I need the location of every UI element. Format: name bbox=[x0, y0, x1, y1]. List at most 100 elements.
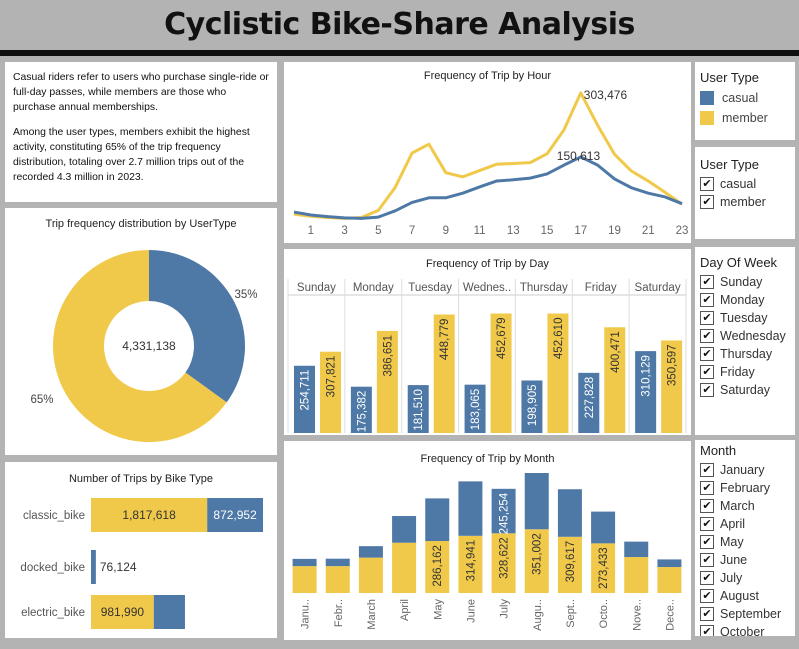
checkbox-checked-icon[interactable]: ✔ bbox=[700, 275, 714, 289]
filter_month-option[interactable]: ✔ May bbox=[700, 533, 795, 551]
day-bar-casual bbox=[294, 365, 315, 433]
legend-item-member[interactable]: member bbox=[700, 108, 795, 128]
bike-category-label: electric_bike bbox=[21, 607, 85, 619]
month-bar-member bbox=[358, 557, 383, 593]
day-bar-casual bbox=[350, 386, 372, 433]
month-bar-member bbox=[657, 567, 682, 593]
hour-peak-label-casual: 150,613 bbox=[557, 149, 601, 163]
filter_month-option[interactable]: ✔ August bbox=[700, 587, 795, 605]
hour-line-member bbox=[293, 91, 683, 220]
filter_day-option-label: Sunday bbox=[720, 275, 763, 289]
bike-category-label: docked_bike bbox=[20, 562, 85, 574]
hour-tick-label: 23 bbox=[676, 225, 689, 237]
checkbox-checked-icon[interactable]: ✔ bbox=[700, 553, 714, 567]
month-filter: Month ✔ January ✔ February ✔ March ✔ April ✔ May ✔… bbox=[695, 440, 795, 636]
dashboard-header: Cyclistic Bike-Share Analysis bbox=[0, 0, 799, 50]
filter_month-option[interactable]: ✔ February bbox=[700, 479, 795, 497]
checkbox-checked-icon[interactable]: ✔ bbox=[700, 571, 714, 585]
checkbox-checked-icon[interactable]: ✔ bbox=[700, 463, 714, 477]
month-bar-member bbox=[458, 535, 483, 593]
checkbox-checked-icon[interactable]: ✔ bbox=[700, 517, 714, 531]
checkbox-checked-icon[interactable]: ✔ bbox=[700, 481, 714, 495]
month-category-label: Janu.. bbox=[300, 599, 312, 629]
filter_day-option[interactable]: ✔ Monday bbox=[700, 291, 795, 309]
month-category-label: April bbox=[399, 599, 411, 621]
month-bar-member bbox=[491, 533, 516, 593]
day-bar-member bbox=[604, 327, 626, 433]
donut-label-casual: 35% bbox=[234, 289, 257, 301]
month-category-label: Dece.. bbox=[664, 599, 676, 631]
filter_user-option-label: member bbox=[720, 195, 766, 209]
checkbox-checked-icon[interactable]: ✔ bbox=[700, 329, 714, 343]
day-value-label-member: 386,651 bbox=[382, 335, 394, 377]
hour-line-casual bbox=[293, 155, 683, 220]
filter_day-option[interactable]: ✔ Sunday bbox=[700, 273, 795, 291]
bike-category-label: classic_bike bbox=[23, 510, 85, 522]
day-filter-title: Day Of Week bbox=[700, 255, 778, 270]
month-bar-casual bbox=[624, 541, 649, 558]
checkbox-checked-icon[interactable]: ✔ bbox=[700, 499, 714, 513]
checkbox-checked-icon[interactable]: ✔ bbox=[700, 625, 714, 636]
bike-value-label-member: 981,990 bbox=[101, 605, 145, 619]
checkbox-checked-icon[interactable]: ✔ bbox=[700, 311, 714, 325]
checkbox-checked-icon[interactable]: ✔ bbox=[700, 383, 714, 397]
month-title: Frequency of Trip by Month bbox=[420, 453, 555, 465]
checkbox-checked-icon[interactable]: ✔ bbox=[700, 347, 714, 361]
month-value-label-member: 314,941 bbox=[465, 540, 477, 582]
filter_month-option[interactable]: ✔ July bbox=[700, 569, 795, 587]
day-value-label-member: 448,779 bbox=[439, 319, 451, 361]
hour-peak-label-member: 303,476 bbox=[584, 88, 628, 102]
hour-tick-label: 5 bbox=[375, 225, 381, 237]
bike-value-label-casual: 76,124 bbox=[100, 560, 137, 574]
filter_user-option[interactable]: ✔ casual bbox=[700, 175, 795, 193]
day-bar-member bbox=[433, 314, 455, 433]
checkbox-checked-icon[interactable]: ✔ bbox=[700, 293, 714, 307]
intro-paragraph-2: Among the user types, members exhibit th… bbox=[13, 127, 250, 183]
filter_user-option[interactable]: ✔ member bbox=[700, 193, 795, 211]
filter_day-option[interactable]: ✔ Saturday bbox=[700, 381, 795, 399]
filter_month-option[interactable]: ✔ April bbox=[700, 515, 795, 533]
month-category-label: July bbox=[499, 599, 511, 619]
checkbox-checked-icon[interactable]: ✔ bbox=[700, 177, 714, 191]
day-value-label-casual: 254,711 bbox=[300, 370, 312, 411]
month-value-label-member: 309,617 bbox=[565, 541, 577, 583]
filter_month-option[interactable]: ✔ June bbox=[700, 551, 795, 569]
filter_day-option-label: Saturday bbox=[720, 383, 771, 397]
filter_day-option[interactable]: ✔ Thursday bbox=[700, 345, 795, 363]
filter_day-option[interactable]: ✔ Wednesday bbox=[700, 327, 795, 345]
day-filter: Day Of Week ✔ Sunday ✔ Monday ✔ Tuesday ✔ Wedne… bbox=[695, 247, 795, 435]
filter_day-option[interactable]: ✔ Tuesday bbox=[700, 309, 795, 327]
month-bar-member bbox=[392, 542, 417, 593]
day-value-label-member: 350,597 bbox=[667, 344, 679, 386]
month-bar-casual bbox=[524, 473, 549, 530]
filter_month-option-label: January bbox=[720, 463, 765, 477]
legend-label-casual: casual bbox=[722, 91, 759, 105]
day-panel: Frequency of Trip by Day Sunday 254,711 30… bbox=[284, 249, 691, 435]
bike-bar-casual bbox=[153, 595, 185, 629]
user-type-filter: User Type ✔ casual ✔ member bbox=[695, 147, 795, 239]
month-category-label: March bbox=[366, 599, 378, 630]
filter_user-option-label: casual bbox=[720, 177, 757, 191]
donut-label-member: 65% bbox=[30, 394, 53, 406]
checkbox-checked-icon[interactable]: ✔ bbox=[700, 195, 714, 209]
legend-item-casual[interactable]: casual bbox=[700, 88, 795, 108]
filter_month-option[interactable]: ✔ March bbox=[700, 497, 795, 515]
checkbox-checked-icon[interactable]: ✔ bbox=[700, 365, 714, 379]
day-value-label-member: 452,679 bbox=[496, 317, 508, 359]
filter_day-option[interactable]: ✔ Friday bbox=[700, 363, 795, 381]
day-value-label-casual: 198,905 bbox=[527, 384, 539, 426]
checkbox-checked-icon[interactable]: ✔ bbox=[700, 589, 714, 603]
checkbox-checked-icon[interactable]: ✔ bbox=[700, 535, 714, 549]
filter_month-option-label: March bbox=[720, 499, 755, 513]
hour-tick-label: 21 bbox=[642, 225, 655, 237]
dashboard-title: Cyclistic Bike-Share Analysis bbox=[164, 7, 635, 42]
filter_month-option[interactable]: ✔ October bbox=[700, 623, 795, 636]
filter_day-option-label: Monday bbox=[720, 293, 765, 307]
checkbox-checked-icon[interactable]: ✔ bbox=[700, 607, 714, 621]
filter_day-option-label: Friday bbox=[720, 365, 755, 379]
month-chart: Janu.. Febr.. March April 286,162 May 314,941 J… bbox=[292, 473, 682, 631]
filter_month-option[interactable]: ✔ January bbox=[700, 461, 795, 479]
bike-panel: Number of Trips by Bike Type classic_bik… bbox=[5, 462, 277, 638]
filter_month-option[interactable]: ✔ September bbox=[700, 605, 795, 623]
bike-value-label-casual: 872,952 bbox=[213, 508, 257, 522]
